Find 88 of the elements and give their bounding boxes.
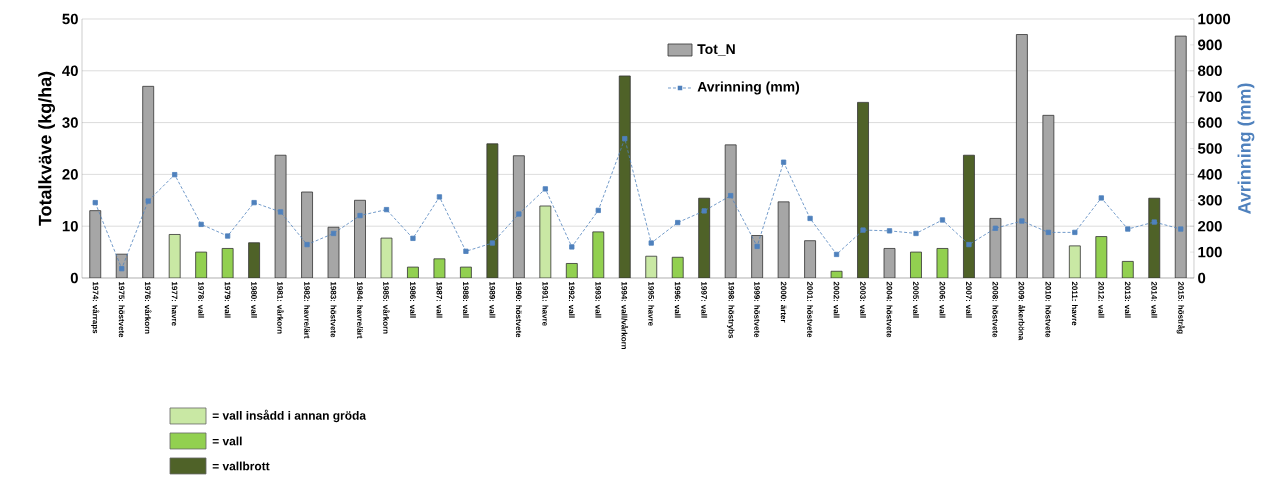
y2-tick-label: 200 [1198,220,1222,232]
point [330,230,337,237]
point [516,211,522,217]
y2-tick-label: 700 [1198,91,1222,102]
bar [618,75,631,278]
bar [1121,261,1134,278]
point [1098,195,1104,201]
point [1072,229,1078,235]
point [701,208,707,214]
point [675,219,681,226]
point [569,244,575,250]
point [648,240,654,246]
point [886,228,893,234]
point [145,198,151,204]
bar [407,266,419,278]
point [1045,229,1051,235]
y-tick-label: 0 [70,272,78,284]
point [489,240,495,246]
bar [883,248,896,278]
point [410,235,416,241]
y2-tick-label: 800 [1197,65,1222,77]
bar [857,101,869,278]
point [225,233,231,239]
y2-tick-label: 100 [1198,246,1222,258]
y-tick-label: 10 [62,220,78,232]
point [781,159,787,165]
point [1125,226,1131,232]
bar [1148,197,1161,278]
point [436,194,443,200]
point [728,193,734,199]
point [622,136,628,142]
bar [592,231,605,278]
y-tick-label: 20 [62,169,78,180]
point [304,241,310,248]
point [807,215,813,222]
y2-tick-label: 300 [1197,194,1222,206]
y2-tick-label: 500 [1197,143,1222,154]
point [913,230,919,237]
point [277,209,284,215]
y2-tick-label: 900 [1198,39,1222,51]
y-tick-label: 40 [62,65,78,77]
bar [804,240,816,278]
y-tick-label: 50 [62,13,78,25]
bar [565,263,578,278]
bar [1095,236,1108,278]
bar [671,256,684,278]
bar [460,266,472,278]
point [833,251,840,258]
point [754,243,760,249]
point [1019,218,1025,224]
bar [698,197,711,278]
bar [486,143,499,278]
bar [936,248,949,278]
y2-tick-label: 0 [1198,272,1206,284]
point [1178,226,1184,232]
y-tick-label: 30 [62,117,78,128]
point [251,200,257,206]
point [198,221,204,227]
point [92,200,98,206]
legend-label: Tot_N [697,44,735,56]
point [463,248,469,254]
point [595,207,601,213]
point [119,266,125,272]
point [1151,219,1157,225]
point [383,207,390,213]
bar [433,258,446,278]
point [966,241,972,248]
point [172,172,178,178]
y2-tick-label: 600 [1198,117,1222,128]
bar [910,251,922,278]
bar [195,251,208,278]
point [939,217,946,223]
y2-tick-label: 1000 [1198,13,1231,25]
bar [751,235,764,278]
point [542,186,548,192]
legend-label: = vallbrott [212,461,270,471]
y2-axis-title: Avrinning (mm) [1237,83,1255,214]
legend-label: = vall insådd i annan gröda [212,409,367,423]
point [357,212,363,219]
bar [963,154,975,278]
y2-tick-label: 400 [1197,169,1222,180]
legend-label: = vall [212,436,242,446]
bar [221,248,234,278]
point [992,225,999,231]
legend-label: Avrinning (mm) [697,81,800,95]
y-axis-title: Totalkväve (kg/ha) [38,71,56,226]
point [860,227,866,233]
bar [830,270,843,278]
